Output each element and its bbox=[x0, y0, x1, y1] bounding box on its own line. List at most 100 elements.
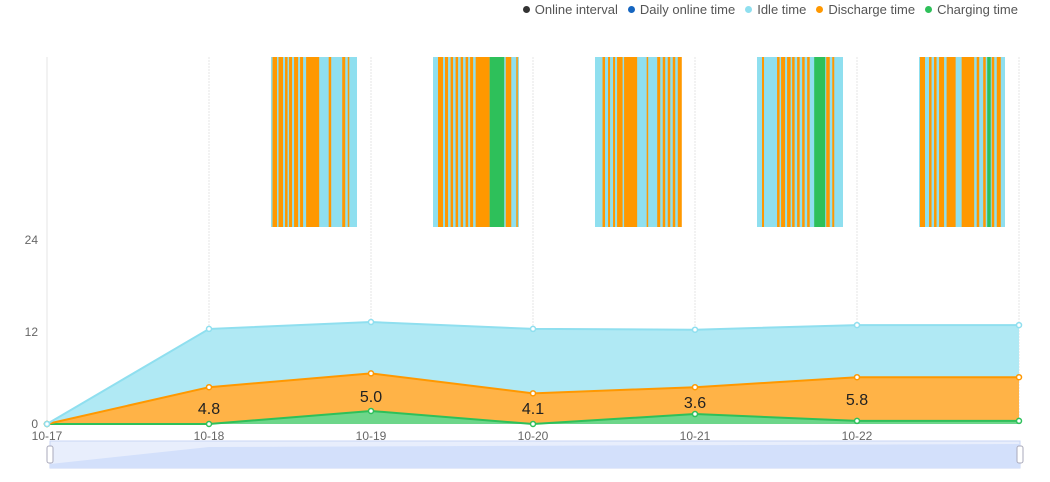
charging-interval bbox=[489, 57, 505, 227]
x-tick-label: 10-22 bbox=[842, 429, 873, 443]
discharge-interval bbox=[781, 57, 786, 227]
discharge-interval bbox=[602, 57, 606, 227]
data-point bbox=[205, 325, 213, 333]
discharge-interval bbox=[347, 57, 350, 227]
discharge-interval bbox=[470, 57, 474, 227]
discharge-interval bbox=[657, 57, 661, 227]
discharge-interval bbox=[807, 57, 810, 227]
discharge-interval bbox=[961, 57, 975, 227]
discharge-interval bbox=[278, 57, 284, 227]
discharge-interval bbox=[445, 57, 449, 227]
area-charging-time bbox=[47, 410, 1019, 424]
y-tick-label: 0 bbox=[31, 417, 38, 431]
legend-online-interval[interactable]: Online interval bbox=[522, 2, 618, 17]
discharge-interval bbox=[787, 57, 791, 227]
data-point bbox=[853, 373, 861, 381]
data-point bbox=[205, 383, 213, 391]
discharge-interval bbox=[677, 57, 682, 227]
discharge-interval bbox=[450, 57, 454, 227]
x-tick-label: 10-19 bbox=[356, 429, 387, 443]
discharge-interval bbox=[516, 57, 518, 227]
legend-dot-icon bbox=[627, 6, 635, 13]
x-tick-label: 10-20 bbox=[518, 429, 549, 443]
data-point bbox=[691, 410, 699, 418]
data-label: 5.8 bbox=[846, 392, 868, 409]
data-point bbox=[367, 318, 375, 326]
data-point bbox=[1015, 373, 1023, 381]
zoom-slider bbox=[46, 440, 1024, 469]
data-point bbox=[691, 326, 699, 333]
y-tick-label: 12 bbox=[25, 325, 39, 339]
discharge-interval bbox=[465, 57, 469, 227]
zoom-handle-left[interactable] bbox=[46, 445, 54, 464]
discharge-interval bbox=[991, 57, 995, 227]
online-interval-block bbox=[919, 57, 1005, 227]
legend-daily-online-time[interactable]: Daily online time bbox=[627, 2, 735, 17]
discharge-interval bbox=[792, 57, 795, 227]
legend: Online interval Daily online time Idle t… bbox=[522, 2, 1018, 17]
idle-interval bbox=[757, 57, 843, 227]
discharge-interval bbox=[939, 57, 945, 227]
discharge-interval bbox=[438, 57, 444, 227]
discharge-interval bbox=[662, 57, 666, 227]
data-label: 4.8 bbox=[198, 401, 220, 418]
discharge-interval bbox=[342, 57, 346, 227]
legend-discharge-time[interactable]: Discharge time bbox=[816, 2, 915, 17]
data-point bbox=[367, 370, 375, 377]
online-interval-block bbox=[433, 57, 519, 227]
data-point bbox=[529, 325, 537, 333]
discharge-interval bbox=[613, 57, 616, 227]
discharge-interval bbox=[802, 57, 805, 227]
zoom-slider-preview bbox=[50, 444, 1020, 468]
data-point bbox=[853, 321, 861, 329]
discharge-interval bbox=[832, 57, 835, 227]
discharge-interval bbox=[300, 57, 304, 227]
discharge-interval bbox=[608, 57, 611, 227]
discharge-interval bbox=[272, 57, 278, 227]
area-discharge-time bbox=[47, 373, 1019, 424]
online-interval-block bbox=[595, 57, 682, 227]
legend-dot-icon bbox=[925, 6, 933, 13]
discharge-interval bbox=[294, 57, 299, 227]
discharge-interval bbox=[617, 57, 623, 227]
data-point bbox=[529, 420, 537, 428]
data-label: 5.0 bbox=[360, 389, 382, 406]
discharge-interval bbox=[920, 57, 926, 227]
data-point bbox=[691, 383, 699, 391]
discharge-interval bbox=[762, 57, 765, 227]
legend-idle-time[interactable]: Idle time bbox=[745, 2, 806, 17]
x-tick-label: 10-17 bbox=[32, 429, 63, 443]
discharge-interval bbox=[976, 57, 980, 227]
charging-interval bbox=[814, 57, 826, 227]
data-label: 3.6 bbox=[684, 395, 706, 412]
data-point bbox=[367, 407, 375, 415]
zoom-handle-right[interactable] bbox=[1016, 445, 1024, 464]
x-tick-label: 10-18 bbox=[194, 429, 225, 443]
discharge-interval bbox=[460, 57, 464, 227]
legend-dot-icon bbox=[816, 6, 824, 13]
discharge-interval bbox=[624, 57, 638, 227]
data-point bbox=[853, 417, 861, 425]
online-interval-block bbox=[757, 57, 843, 227]
data-point bbox=[1015, 417, 1023, 425]
discharge-interval bbox=[983, 57, 986, 227]
discharge-interval bbox=[646, 57, 649, 227]
area-idle-time bbox=[47, 322, 1019, 424]
discharge-interval bbox=[929, 57, 932, 227]
data-point bbox=[1015, 321, 1023, 329]
y-tick-label: 24 bbox=[25, 233, 39, 247]
legend-charging-time[interactable]: Charging time bbox=[925, 2, 1018, 17]
data-label: 4.1 bbox=[522, 401, 544, 418]
x-tick-label: 10-21 bbox=[680, 429, 711, 443]
discharge-interval bbox=[328, 57, 332, 227]
discharge-interval bbox=[285, 57, 288, 227]
discharge-interval bbox=[777, 57, 780, 227]
legend-dot-icon bbox=[745, 6, 753, 13]
legend-dot-icon bbox=[522, 6, 530, 13]
discharge-interval bbox=[289, 57, 293, 227]
online-interval-block bbox=[271, 57, 357, 227]
discharge-interval bbox=[455, 57, 459, 227]
discharge-interval bbox=[672, 57, 676, 227]
